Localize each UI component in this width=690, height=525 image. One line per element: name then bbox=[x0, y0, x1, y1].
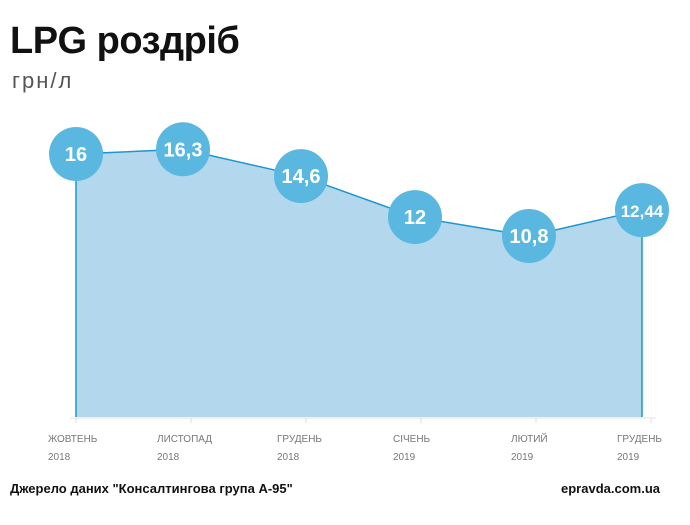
x-tick-label-year: 2019 bbox=[393, 452, 416, 463]
data-point-marker bbox=[388, 190, 442, 245]
x-tick-label-year: 2018 bbox=[277, 452, 300, 463]
data-label: 14,6 bbox=[282, 166, 321, 188]
data-label: 16,3 bbox=[164, 139, 203, 161]
x-tick-label-month: ГРУДЕНЬ bbox=[277, 434, 322, 445]
x-tick-label-month: ЛЮТИЙ bbox=[511, 432, 548, 445]
data-point-marker bbox=[615, 183, 669, 238]
x-tick-label-month: ГРУДЕНЬ bbox=[617, 434, 662, 445]
x-tick-label-month: ЛИСТОПАД bbox=[157, 434, 212, 445]
area-fill bbox=[76, 149, 642, 418]
chart-subtitle: грн/л bbox=[12, 68, 74, 93]
data-label: 16 bbox=[65, 144, 87, 166]
site-credit: epravda.com.ua bbox=[561, 481, 660, 496]
x-tick-label-year: 2019 bbox=[617, 452, 640, 463]
x-tick-label-month: ЖОВТЕНЬ bbox=[48, 434, 98, 445]
data-point-marker bbox=[49, 127, 103, 181]
chart-title: LPG роздріб bbox=[10, 20, 240, 62]
x-tick-label-year: 2019 bbox=[511, 452, 534, 463]
x-tick-label-year: 2018 bbox=[157, 452, 180, 463]
data-label: 12,44 bbox=[621, 202, 664, 221]
x-tick-label-month: СІЧЕНЬ bbox=[393, 434, 431, 445]
data-label: 12 bbox=[404, 207, 426, 229]
x-tick-label-year: 2018 bbox=[48, 452, 71, 463]
data-point-marker bbox=[274, 149, 328, 204]
source-note: Джерело даних "Консалтингова група А-95" bbox=[10, 481, 293, 496]
data-point-marker bbox=[502, 209, 556, 264]
data-label: 10,8 bbox=[510, 226, 549, 248]
data-point-marker bbox=[156, 122, 210, 177]
